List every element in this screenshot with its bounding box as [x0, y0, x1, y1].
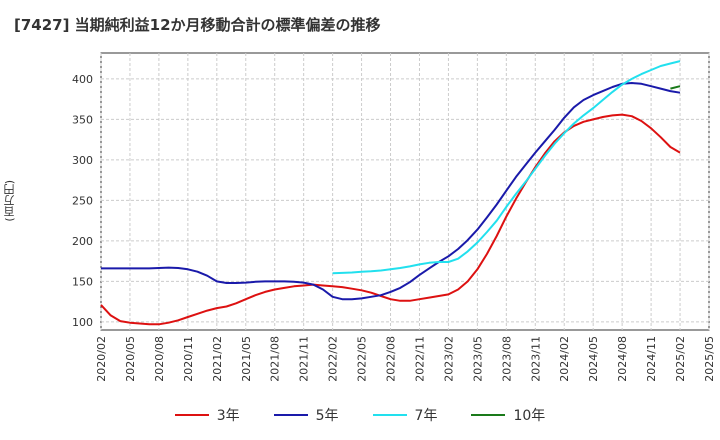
- legend-label-7y: 7年: [414, 408, 438, 424]
- legend-swatch-3y: [174, 414, 209, 416]
- legend-item-3y: 3年: [174, 405, 240, 425]
- legend-label-10y: 10年: [513, 408, 546, 424]
- x-tick-label: 2025/05: [703, 336, 716, 382]
- x-tick-label: 2023/11: [529, 336, 542, 382]
- series-line-1: [100, 113, 681, 326]
- x-tick-label: 2023/05: [471, 336, 484, 382]
- x-tick-label: 2021/11: [298, 336, 311, 382]
- plot-area: [100, 52, 710, 331]
- legend-item-5y: 5年: [273, 405, 339, 425]
- x-tick-label: 2022/08: [385, 336, 398, 382]
- legend-label-5y: 5年: [315, 408, 339, 424]
- series-line-4: [670, 85, 681, 90]
- series-line-3: [332, 60, 681, 275]
- x-tick-labels: 2020/02 2020/05 2020/08 2020/11 2021/02 2021/…: [95, 336, 716, 382]
- y-tick-label: 300: [72, 154, 93, 167]
- chart-title: [7427] 当期純利益12か月移動合計の標準偏差の推移: [14, 16, 381, 34]
- y-tick-labels: 100 150 200 250 300 350 400: [72, 73, 93, 329]
- legend: 3年 5年 7年 10年: [0, 403, 720, 427]
- y-tick-label: 100: [72, 316, 93, 329]
- x-tick-label: 2020/05: [124, 336, 137, 382]
- x-tick-label: 2020/08: [153, 336, 166, 382]
- legend-swatch-5y: [273, 414, 308, 416]
- grid: [100, 53, 710, 330]
- x-tick-label: 2024/11: [645, 336, 658, 382]
- x-tick-label: 2022/11: [413, 336, 426, 382]
- y-tick-label: 350: [72, 113, 93, 126]
- y-tick-label: 250: [72, 194, 93, 207]
- x-tick-label: 2025/02: [674, 336, 687, 382]
- series-line-2: [101, 82, 681, 301]
- x-tick-label: 2021/08: [269, 336, 282, 382]
- x-tick-label: 2021/02: [211, 336, 224, 382]
- legend-item-7y: 7年: [372, 405, 438, 425]
- x-tick-label: 2020/11: [182, 336, 195, 382]
- y-tick-label: 200: [72, 235, 93, 248]
- x-tick-label: 2023/02: [442, 336, 455, 382]
- x-tick-label: 2022/05: [356, 336, 369, 382]
- legend-item-10y: 10年: [471, 405, 545, 425]
- x-tick-label: 2023/08: [500, 336, 513, 382]
- y-tick-label: 400: [72, 73, 93, 86]
- legend-label-3y: 3年: [216, 408, 240, 424]
- x-tick-label: 2024/08: [616, 336, 629, 382]
- series-lines: [100, 60, 681, 326]
- legend-swatch-7y: [372, 414, 407, 416]
- y-tick-label: 150: [72, 275, 93, 288]
- x-tick-label: 2024/02: [558, 336, 571, 382]
- x-tick-label: 2024/05: [587, 336, 600, 382]
- legend-swatch-10y: [471, 414, 506, 416]
- x-tick-label: 2022/02: [327, 336, 340, 382]
- x-tick-label: 2020/02: [95, 336, 108, 382]
- x-tick-label: 2021/05: [240, 336, 253, 382]
